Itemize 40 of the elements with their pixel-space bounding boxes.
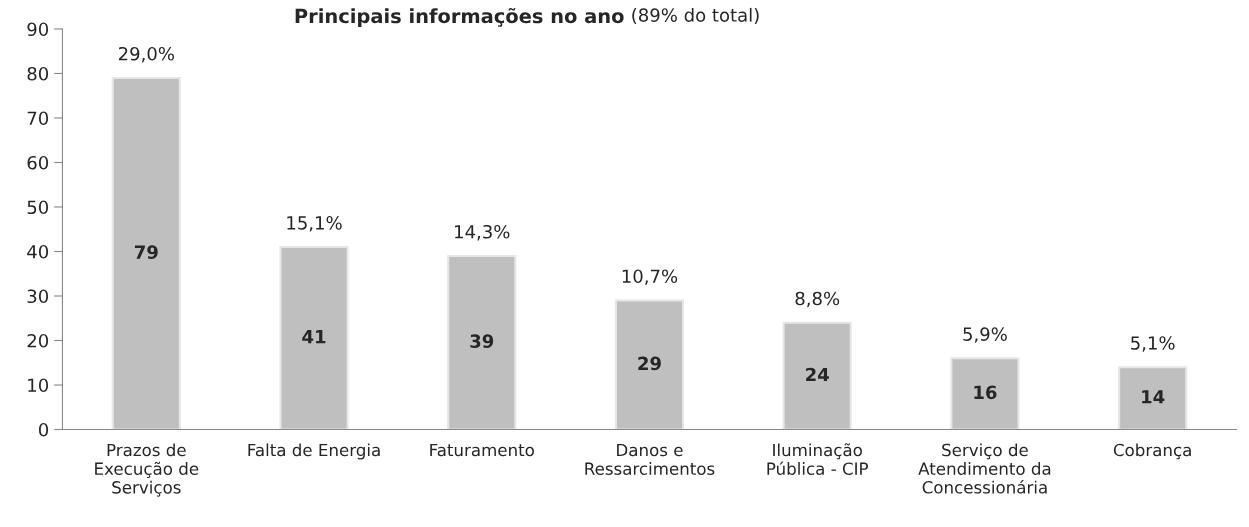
annotation: 15,1%: [287, 216, 342, 232]
data-label: 79: [134, 245, 158, 259]
y-tick-label: 90: [27, 22, 49, 37]
annotation: 29,0%: [118, 46, 174, 63]
x-tick-label: Faturamento: [430, 443, 534, 457]
bar: [782, 321, 852, 430]
x-tick-label: Falta de Energia: [248, 443, 380, 460]
x-tick-label: Cobrança: [1113, 443, 1191, 460]
bar: [950, 357, 1020, 430]
data-label: 41: [302, 330, 326, 344]
annotation: 10,7%: [622, 269, 678, 285]
y-tick-label: 30: [27, 289, 49, 304]
annotation: 14,3%: [455, 224, 510, 241]
y-tick-label: 60: [27, 155, 49, 170]
bar: [111, 76, 181, 430]
data-label: 29: [638, 356, 661, 371]
x-tick-label: Iluminação Pública - CIP: [767, 443, 869, 475]
annotation: 5,1%: [1131, 336, 1175, 352]
data-label: 24: [806, 367, 829, 382]
x-tick-label: Serviço de Atendimento da Concessionária: [918, 443, 1051, 494]
y-tick-label: 50: [27, 200, 49, 215]
data-label: 16: [974, 385, 997, 400]
y-tick-label: 70: [27, 111, 49, 126]
annotation: 8,8%: [795, 291, 840, 308]
y-tick-label: 80: [27, 66, 49, 81]
chart-subtitle: (89% do total): [632, 7, 759, 25]
y-tick-label: 0: [38, 422, 49, 437]
bar: [614, 299, 685, 430]
y-tick-label: 10: [28, 378, 49, 393]
data-label: 14: [1142, 390, 1165, 404]
x-tick-label: Danos e Ressarcimentos: [585, 443, 715, 475]
bar: [1118, 366, 1188, 430]
y-tick-label: 40: [27, 244, 49, 259]
x-tick-label: Prazos de Execução de Serviços: [95, 443, 199, 497]
chart-title: Principais informações no ano: [295, 7, 624, 28]
data-label: 39: [470, 334, 494, 348]
bar: [447, 254, 517, 430]
y-tick-label: 20: [27, 333, 49, 348]
bar: [279, 246, 349, 430]
annotation: 5,9%: [963, 327, 1007, 343]
